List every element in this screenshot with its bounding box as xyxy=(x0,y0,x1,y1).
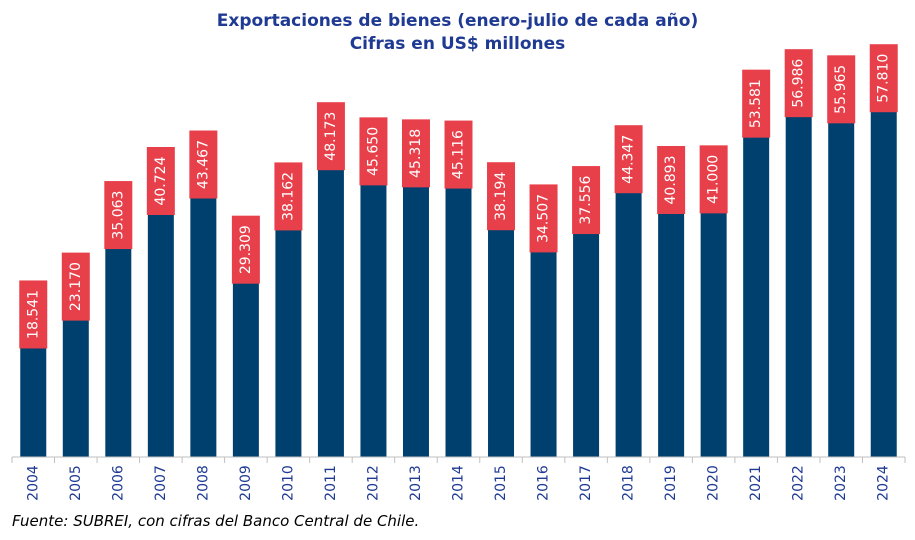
bar-2018 xyxy=(615,190,642,458)
data-label-2020: 41.000 xyxy=(706,155,722,204)
bar-2008 xyxy=(190,195,217,457)
data-label-box-2008 xyxy=(189,130,218,199)
x-tick-label-2017: 2017 xyxy=(578,465,594,501)
data-label-box-2016 xyxy=(529,184,558,253)
data-label-box-2005 xyxy=(61,252,90,321)
bar-2023 xyxy=(828,120,855,457)
data-label-2012: 45.650 xyxy=(365,127,381,176)
bar-2024 xyxy=(870,109,897,458)
x-tick-label-2008: 2008 xyxy=(195,465,211,501)
data-label-2014: 45.116 xyxy=(451,130,467,179)
x-tick-label-2022: 2022 xyxy=(791,465,807,501)
x-tick-label-2010: 2010 xyxy=(280,465,296,501)
data-label-box-2018 xyxy=(614,125,643,194)
bar-2019 xyxy=(658,210,685,457)
x-tick-label-2024: 2024 xyxy=(876,465,892,501)
data-label-2009: 29.309 xyxy=(238,225,254,274)
x-tick-label-2013: 2013 xyxy=(408,465,424,501)
data-label-2008: 43.467 xyxy=(195,140,211,189)
data-label-2004: 18.541 xyxy=(25,290,41,339)
data-label-2006: 35.063 xyxy=(110,191,126,240)
bar-2022 xyxy=(785,114,812,457)
data-label-2024: 57.810 xyxy=(876,54,892,103)
x-tick-label-2018: 2018 xyxy=(621,465,637,501)
x-tick-label-2007: 2007 xyxy=(153,465,169,501)
bar-2005 xyxy=(62,317,89,457)
bar-2004 xyxy=(20,345,47,457)
data-label-2023: 55.965 xyxy=(833,65,849,114)
x-tick-label-2015: 2015 xyxy=(493,465,509,501)
data-label-2017: 37.556 xyxy=(578,175,594,224)
data-label-2011: 48.173 xyxy=(323,112,339,161)
chart-subtitle: Cifras en US$ millones xyxy=(349,34,566,54)
data-label-box-2023 xyxy=(827,55,856,124)
chart-title-block: Exportaciones de bienes (enero-julio de … xyxy=(0,10,915,56)
data-label-box-2015 xyxy=(487,162,516,231)
bar-2016 xyxy=(530,249,557,457)
x-tick-label-2011: 2011 xyxy=(323,465,339,501)
x-tick-label-2009: 2009 xyxy=(238,465,254,501)
bar-2011 xyxy=(317,167,344,458)
source-note: Fuente: SUBREI, con cifras del Banco Cen… xyxy=(12,512,420,530)
data-label-2021: 53.581 xyxy=(748,79,764,128)
x-tick-label-2012: 2012 xyxy=(365,465,381,501)
data-label-2010: 38.162 xyxy=(280,172,296,221)
data-label-box-2020 xyxy=(699,145,728,214)
data-label-box-2021 xyxy=(742,69,771,138)
data-label-box-2024 xyxy=(869,44,898,113)
data-label-2016: 34.507 xyxy=(536,194,552,243)
data-label-box-2011 xyxy=(316,102,345,171)
x-tick-label-2004: 2004 xyxy=(25,465,41,501)
data-label-box-2013 xyxy=(401,119,430,188)
x-tick-label-2006: 2006 xyxy=(110,465,126,501)
data-label-2022: 56.986 xyxy=(791,59,807,108)
bar-2015 xyxy=(488,227,515,457)
data-label-box-2022 xyxy=(784,49,813,118)
bar-2009 xyxy=(232,280,259,457)
data-label-2007: 40.724 xyxy=(153,156,169,205)
data-label-box-2019 xyxy=(657,145,686,214)
data-label-box-2006 xyxy=(104,181,133,250)
bar-2010 xyxy=(275,227,302,457)
x-tick-label-2020: 2020 xyxy=(706,465,722,501)
data-label-2019: 40.893 xyxy=(663,155,679,204)
data-label-box-2012 xyxy=(359,117,388,186)
data-label-box-2010 xyxy=(274,162,303,231)
data-label-2018: 44.347 xyxy=(621,135,637,184)
x-tick-label-2016: 2016 xyxy=(536,465,552,501)
bar-2006 xyxy=(105,246,132,457)
bar-2020 xyxy=(700,210,727,457)
x-tick-label-2019: 2019 xyxy=(663,465,679,501)
bar-2021 xyxy=(743,134,770,457)
x-tick-label-2005: 2005 xyxy=(68,465,84,501)
data-label-box-2007 xyxy=(146,147,175,216)
bar-2014 xyxy=(445,185,472,457)
x-tick-label-2021: 2021 xyxy=(748,465,764,501)
data-label-box-2004 xyxy=(19,280,48,349)
data-label-2013: 45.318 xyxy=(408,129,424,178)
bar-2007 xyxy=(147,212,174,457)
x-tick-label-2023: 2023 xyxy=(833,465,849,501)
data-label-box-2009 xyxy=(231,215,260,284)
data-label-2005: 23.170 xyxy=(68,262,84,311)
data-label-box-2014 xyxy=(444,120,473,189)
data-label-2015: 38.194 xyxy=(493,172,509,221)
data-label-box-2017 xyxy=(572,166,601,235)
bar-2017 xyxy=(573,231,600,457)
bar-2012 xyxy=(360,182,387,457)
x-tick-label-2014: 2014 xyxy=(451,465,467,501)
bar-2013 xyxy=(402,184,429,457)
chart-title: Exportaciones de bienes (enero-julio de … xyxy=(216,11,699,31)
